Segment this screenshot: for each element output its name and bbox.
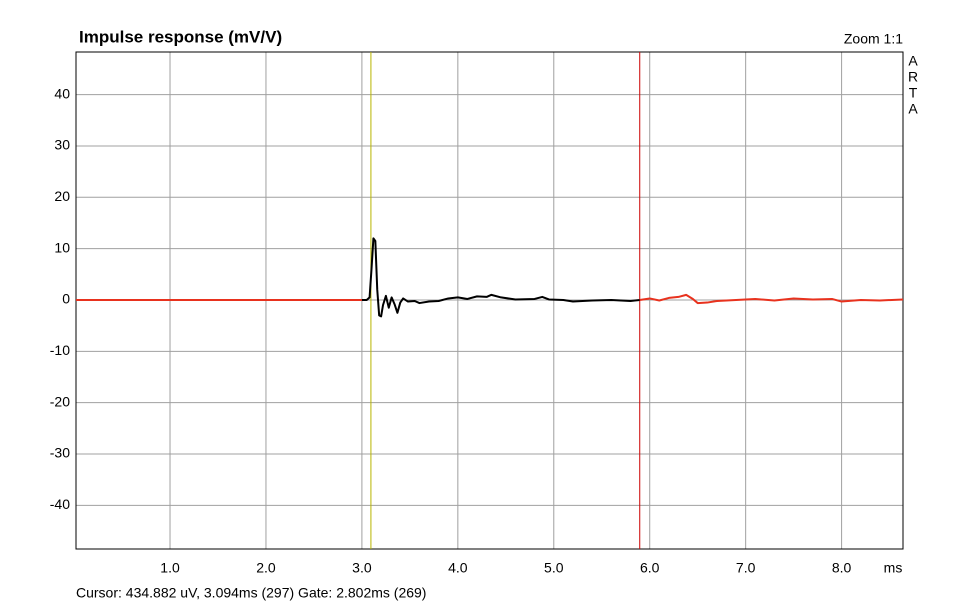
footer: Cursor: 434.882 uV, 3.094ms (297) Gate: … [76, 585, 426, 601]
x-tick-label: 8.0 [832, 560, 852, 576]
x-tick-label: 7.0 [736, 560, 756, 576]
y-tick-label: -40 [50, 496, 70, 512]
brand-letter: A [908, 53, 918, 69]
y-tick-label: 10 [54, 239, 70, 255]
y-tick-label: 40 [54, 85, 70, 101]
x-tick-label: 4.0 [448, 560, 468, 576]
zoom-label: Zoom 1:1 [844, 31, 903, 47]
y-tick-label: 30 [54, 137, 70, 153]
brand-letter: A [908, 101, 918, 117]
series-line [361, 237, 640, 318]
x-tick-label: 1.0 [160, 560, 180, 576]
x-tick-label: 5.0 [544, 560, 564, 576]
brand-letter: R [908, 69, 918, 85]
y-tick-label: -10 [50, 342, 70, 358]
y-tick-label: 20 [54, 188, 70, 204]
x-tick-label: 6.0 [640, 560, 660, 576]
y-tick-label: -20 [50, 393, 70, 409]
x-tick-label: 2.0 [256, 560, 276, 576]
brand-letter: T [909, 85, 918, 101]
x-tick-label: 3.0 [352, 560, 372, 576]
y-tick-label: 0 [62, 291, 70, 307]
y-tick-label: -30 [50, 445, 70, 461]
x-unit: ms [884, 560, 903, 576]
chart-title: Impulse response (mV/V) [79, 27, 282, 46]
series-line [639, 293, 904, 305]
